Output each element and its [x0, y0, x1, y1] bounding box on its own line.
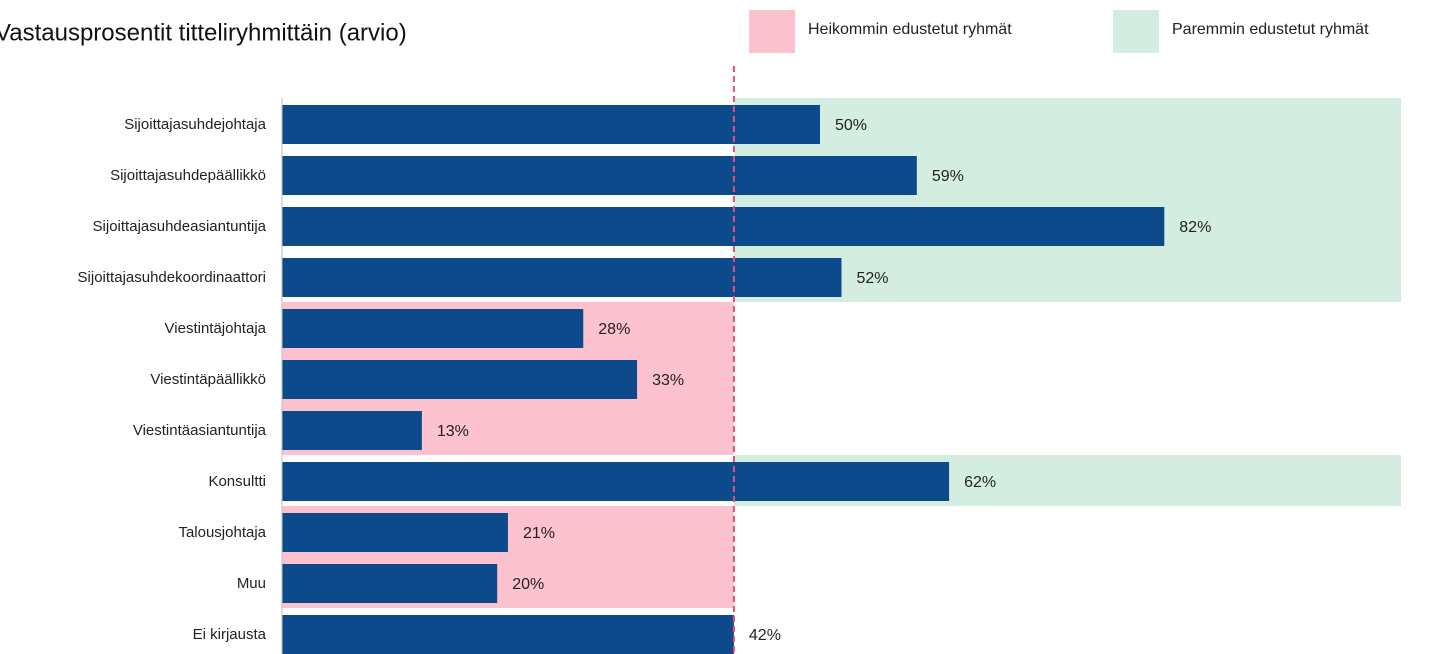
bar: [282, 309, 584, 348]
y-tick-label: Sijoittajasuhdekoordinaattori: [78, 269, 266, 286]
value-label: 52%: [857, 270, 889, 287]
bar: [282, 156, 917, 195]
y-tick-label: Ei kirjausta: [193, 626, 267, 643]
value-label: 62%: [964, 474, 996, 491]
value-label: 82%: [1179, 219, 1211, 236]
y-tick-label: Konsultti: [208, 473, 266, 490]
value-label: 59%: [932, 168, 964, 185]
group-band: [733, 98, 1401, 149]
y-tick-label: Sijoittajasuhdepäällikkö: [110, 167, 266, 184]
bar: [282, 411, 422, 450]
value-label: 13%: [437, 423, 469, 440]
value-label: 50%: [835, 117, 867, 134]
y-tick-label: Talousjohtaja: [178, 524, 266, 541]
value-label: 28%: [598, 321, 630, 338]
value-label: 20%: [512, 576, 544, 593]
value-label: 21%: [523, 525, 555, 542]
legend-swatch: [749, 10, 795, 53]
bar: [282, 105, 820, 144]
bar: [282, 360, 638, 399]
y-tick-label: Sijoittajasuhdeasiantuntija: [93, 218, 267, 235]
bar: [282, 564, 498, 603]
y-tick-label: Sijoittajasuhdejohtaja: [124, 116, 266, 133]
legend-label: Heikommin edustetut ryhmät: [808, 21, 1012, 38]
bar: [282, 258, 842, 297]
y-tick-label: Viestintäpäällikkö: [150, 371, 266, 388]
legend-swatch: [1113, 10, 1159, 53]
chart-title: Vastausprosentit titteliryhmittäin (arvi…: [0, 19, 407, 46]
y-tick-label: Viestintäasiantuntija: [133, 422, 267, 439]
bar: [282, 462, 950, 501]
bar: [282, 513, 508, 552]
bar: [282, 615, 734, 654]
legend-label: Paremmin edustetut ryhmät: [1172, 21, 1369, 38]
y-tick-label: Viestintäjohtaja: [165, 320, 267, 337]
y-tick-label: Muu: [237, 575, 266, 592]
value-label: 42%: [749, 627, 781, 644]
group-band: [733, 251, 1401, 302]
value-label: 33%: [652, 372, 684, 389]
bar: [282, 207, 1165, 246]
